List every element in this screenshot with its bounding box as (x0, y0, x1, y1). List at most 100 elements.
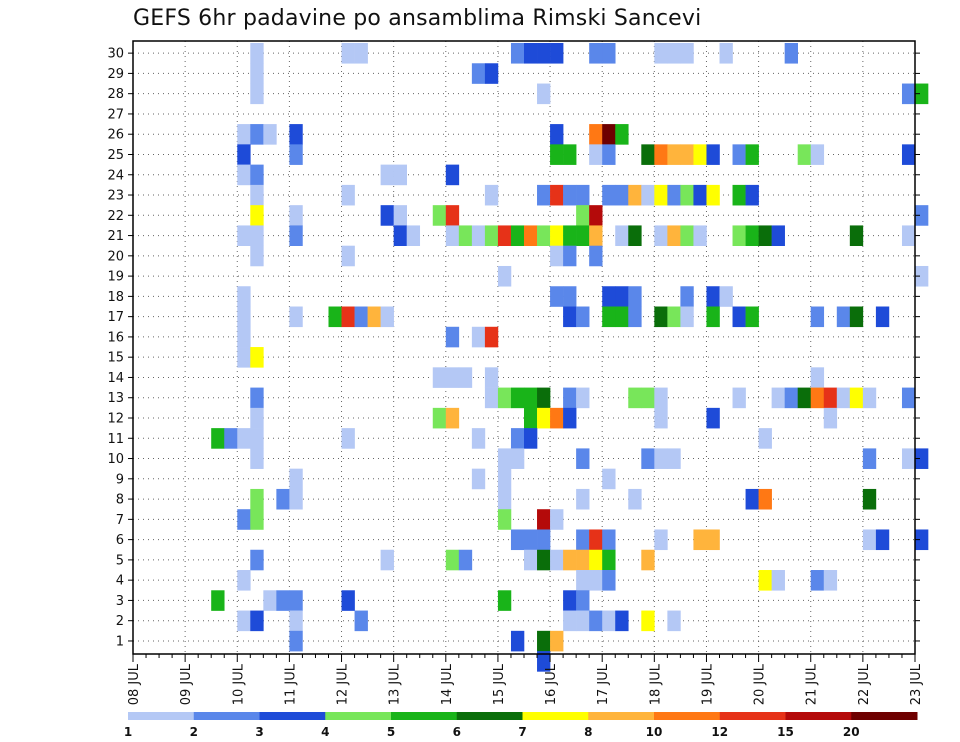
precip-cell (771, 570, 785, 591)
precip-cell (667, 306, 681, 328)
precip-cell (550, 509, 564, 530)
precip-cell (484, 225, 499, 246)
legend-label: 10 (646, 725, 663, 739)
precip-cell (497, 225, 512, 246)
precip-cell (576, 306, 590, 328)
precip-cell (250, 610, 264, 632)
legend-swatch (456, 712, 523, 720)
precip-cell (289, 630, 303, 652)
precip-cell (915, 83, 929, 105)
legend-label: 8 (584, 725, 592, 739)
precip-cell (602, 570, 616, 591)
precip-cell (680, 306, 694, 328)
precip-cell (237, 509, 251, 530)
precip-cell (602, 529, 616, 551)
precip-cell (641, 144, 655, 165)
precip-cell (784, 387, 798, 409)
precip-cell (641, 387, 655, 409)
precip-cell (654, 387, 668, 409)
precip-cell (237, 286, 251, 307)
y-tick-label: 1 (116, 634, 124, 649)
precip-cell (745, 184, 759, 206)
precip-cell (654, 184, 668, 206)
precip-cell (276, 590, 290, 611)
y-tick-label: 26 (107, 128, 124, 143)
precip-cell (901, 144, 916, 165)
precip-cell (237, 347, 251, 368)
legend-label: 12 (711, 725, 728, 739)
y-tick-label: 30 (107, 47, 124, 62)
precip-cell (237, 306, 251, 328)
precip-cell (458, 367, 473, 388)
y-tick-label: 13 (107, 391, 124, 406)
precip-cell (341, 590, 355, 611)
precip-cell (524, 529, 538, 551)
precip-cell (289, 144, 303, 165)
legend-swatch (128, 712, 195, 720)
precip-cell (823, 407, 838, 429)
x-tick-label: 14 JUL (440, 663, 455, 705)
y-tick-label: 29 (107, 67, 124, 82)
precip-cell (445, 549, 460, 571)
precip-cell (563, 407, 577, 429)
precip-cell (537, 651, 551, 672)
precip-cell (471, 63, 486, 84)
precip-cell (445, 225, 460, 246)
precip-cell (563, 184, 577, 206)
y-tick-label: 4 (116, 574, 124, 589)
y-tick-label: 9 (116, 472, 124, 487)
precip-cell (615, 225, 629, 246)
precip-cell (393, 225, 407, 246)
precip-cell (550, 286, 564, 307)
precip-cell (732, 225, 746, 246)
precip-cell (380, 205, 394, 226)
precip-cell (237, 570, 251, 591)
precip-cell (563, 245, 577, 267)
precip-cell (771, 387, 785, 409)
precip-cell (810, 367, 825, 388)
precip-cell (576, 448, 590, 469)
y-tick-label: 6 (116, 533, 124, 548)
precip-cell (524, 407, 538, 429)
precip-cell (250, 124, 264, 145)
precip-cell (550, 549, 564, 571)
precip-cell (445, 326, 460, 348)
precip-cell (550, 184, 564, 206)
precip-cell (484, 184, 499, 206)
precip-cell (849, 225, 864, 246)
precip-cell (706, 184, 720, 206)
y-tick-label: 20 (107, 249, 124, 264)
precip-cell (497, 387, 512, 409)
precip-cell (758, 225, 772, 246)
precip-cell (576, 488, 590, 510)
precip-cell (667, 43, 681, 64)
precip-cell (354, 43, 368, 64)
precip-cell (706, 286, 720, 307)
x-axis: 08 JUL 09 JUL 10 JUL 11 JUL 12 JUL 13 JUL 14 J… (127, 654, 924, 705)
x-tick-label: 23 JUL (909, 663, 924, 705)
precip-cell (289, 468, 303, 490)
precip-cell (576, 610, 590, 632)
precip-cell (263, 124, 277, 145)
precip-cell (823, 387, 838, 409)
precip-cell (510, 387, 525, 409)
precip-cell (380, 306, 394, 328)
precip-cell (550, 407, 564, 429)
precip-cell (393, 205, 407, 226)
precip-cell (615, 610, 629, 632)
legend-swatch (259, 712, 326, 720)
precip-cell (432, 367, 447, 388)
legend-swatch (719, 712, 786, 720)
y-tick-label: 2 (116, 614, 124, 629)
precip-cell (537, 387, 551, 409)
precip-cell (237, 164, 251, 186)
precip-cell (680, 225, 694, 246)
precip-cell (654, 225, 668, 246)
legend-label: 4 (321, 725, 329, 739)
precip-cell (706, 306, 720, 328)
precip-cell (875, 529, 890, 551)
precip-cell (862, 488, 877, 510)
precip-cell (380, 164, 394, 186)
precip-cell (602, 468, 616, 490)
precip-cell (510, 225, 525, 246)
